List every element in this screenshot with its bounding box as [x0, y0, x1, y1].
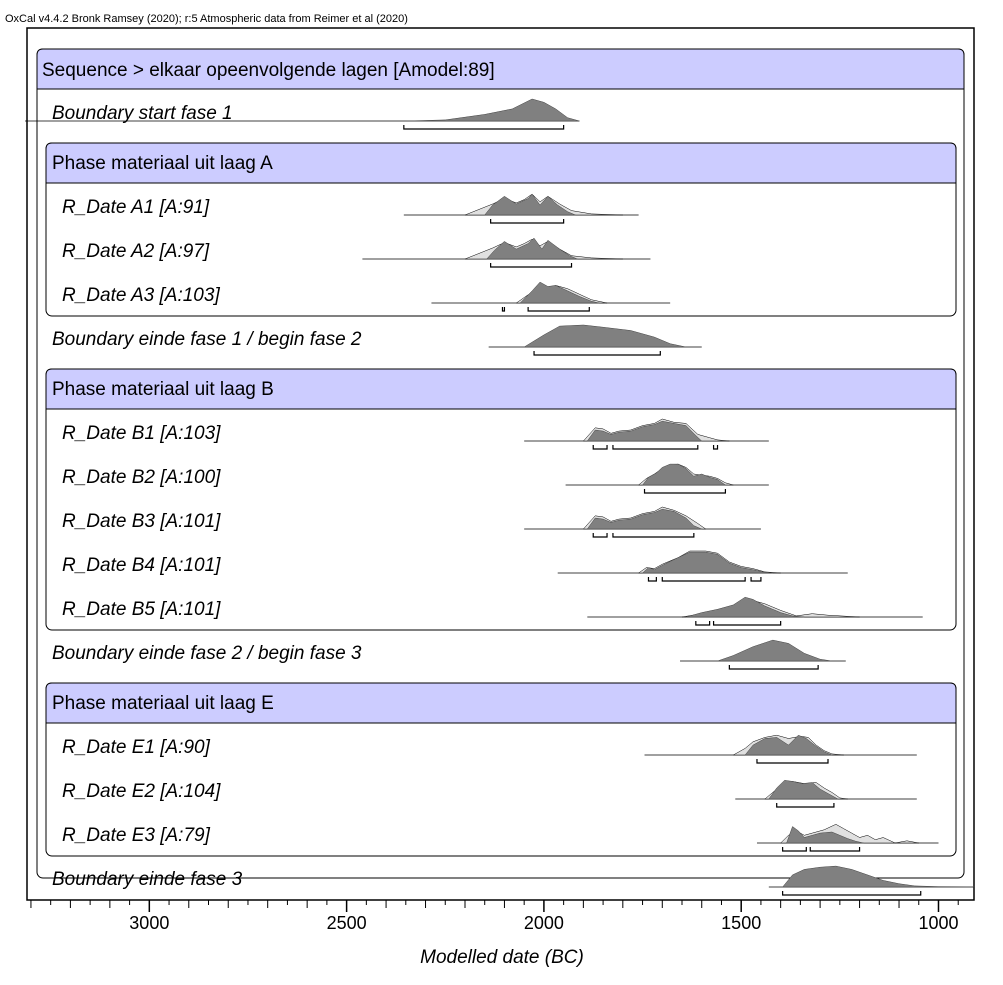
row-label-11: R_Date B5 [A:101] — [62, 599, 221, 620]
row-label-17: Boundary einde fase 3 — [52, 869, 243, 890]
x-tick-label-1000: 1000 — [918, 913, 958, 933]
hpd-range-10-1 — [661, 577, 746, 582]
posterior-11 — [685, 596, 805, 618]
hpd-range-11-0 — [695, 621, 711, 626]
hpd-range-9-1 — [612, 533, 695, 538]
phase-label-2: Phase materiaal uit laag E — [52, 693, 274, 714]
phase-header-0 — [45, 142, 957, 184]
posterior-4 — [519, 281, 600, 304]
posterior-2 — [484, 193, 576, 216]
hpd-range-2-0 — [490, 219, 565, 224]
row-label-2: R_Date A1 [A:91] — [62, 197, 210, 218]
posterior-12 — [717, 639, 832, 662]
hpd-range-16-1 — [809, 847, 861, 852]
hpd-range-7-0 — [592, 445, 608, 450]
x-tick-label-3000: 3000 — [129, 913, 169, 933]
posterior-7 — [586, 420, 702, 442]
hpd-range-15-0 — [776, 803, 835, 808]
sequence-header — [36, 48, 965, 90]
row-label-5: Boundary einde fase 1 / begin fase 2 — [52, 329, 362, 350]
labels-layer: Sequence > elkaar opeenvolgende lagen [A… — [42, 60, 495, 890]
hpd-range-10-2 — [750, 577, 762, 582]
posterior-15 — [768, 780, 839, 800]
oxcal-version-header: OxCal v4.4.2 Bronk Ramsey (2020); r:5 At… — [5, 13, 408, 25]
hpd-range-5-0 — [533, 351, 661, 356]
posterior-14 — [744, 734, 832, 756]
posterior-8 — [642, 463, 726, 486]
sequence-label: Sequence > elkaar opeenvolgende lagen [A… — [42, 60, 495, 81]
hpd-range-8-0 — [643, 489, 727, 494]
x-axis-title: Modelled date (BC) — [420, 947, 584, 968]
posterior-3 — [486, 237, 578, 260]
hpd-range-3-0 — [490, 263, 573, 268]
row-label-12: Boundary einde fase 2 / begin fase 3 — [52, 643, 362, 664]
row-label-8: R_Date B2 [A:100] — [62, 467, 221, 488]
hpd-range-17-0 — [782, 891, 922, 896]
row-label-14: R_Date E1 [A:90] — [62, 737, 211, 758]
hpd-range-10-0 — [647, 577, 657, 582]
posterior-0 — [405, 98, 580, 122]
posterior-16 — [786, 826, 864, 844]
x-tick-label-2000: 2000 — [524, 913, 564, 933]
bands-layer — [36, 48, 965, 879]
hpd-range-14-0 — [756, 759, 829, 764]
row-label-7: R_Date B1 [A:103] — [62, 423, 221, 444]
phase-header-2 — [45, 682, 957, 724]
curves-layer — [25, 98, 975, 896]
hpd-range-4-0 — [501, 307, 506, 312]
row-label-15: R_Date E2 [A:104] — [62, 781, 221, 802]
hpd-range-4-1 — [527, 307, 590, 312]
row-label-9: R_Date B3 [A:101] — [62, 511, 221, 532]
hpd-range-16-0 — [782, 847, 807, 852]
phase-label-1: Phase materiaal uit laag B — [52, 379, 274, 400]
hpd-range-7-2 — [712, 445, 719, 450]
plot-frame — [26, 27, 975, 901]
x-tick-label-2500: 2500 — [327, 913, 367, 933]
hpd-range-11-1 — [712, 621, 782, 626]
hpd-range-0-0 — [403, 125, 565, 130]
hpd-range-12-0 — [728, 665, 819, 670]
row-label-10: R_Date B4 [A:101] — [62, 555, 221, 576]
row-label-0: Boundary start fase 1 — [52, 103, 233, 124]
phase-header-1 — [45, 368, 957, 410]
x-axis: 3000 2500 2000 1500 1000 — [30, 900, 959, 933]
hpd-range-7-1 — [612, 445, 699, 450]
row-label-16: R_Date E3 [A:79] — [62, 825, 211, 846]
row-label-3: R_Date A2 [A:97] — [62, 241, 210, 262]
phase-label-0: Phase materiaal uit laag A — [52, 153, 273, 174]
posterior-17 — [782, 865, 975, 888]
posterior-9 — [586, 508, 702, 530]
row-label-4: R_Date A3 [A:103] — [62, 285, 220, 306]
x-tick-label-1500: 1500 — [721, 913, 761, 933]
hpd-range-9-0 — [592, 533, 608, 538]
posterior-10 — [642, 551, 773, 574]
posterior-5 — [524, 324, 687, 348]
